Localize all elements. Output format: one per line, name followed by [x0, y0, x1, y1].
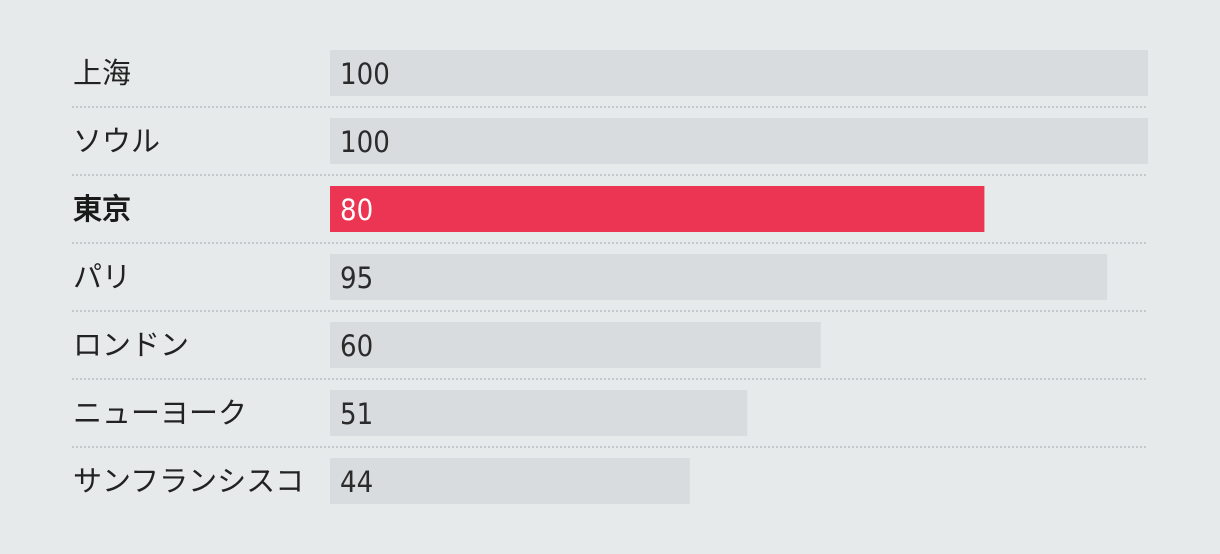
value-label: 100 — [340, 57, 390, 91]
category-label: サンフランシスコ — [73, 464, 304, 498]
category-label: パリ — [73, 260, 131, 294]
value-label: 95 — [340, 261, 373, 295]
value-label: 44 — [340, 465, 373, 499]
category-label: ソウル — [73, 124, 160, 158]
bar — [330, 458, 690, 504]
bar — [330, 322, 821, 368]
category-label: ニューヨーク — [73, 396, 247, 430]
bar — [330, 118, 1148, 164]
value-label: 100 — [340, 125, 390, 159]
bar — [330, 254, 1108, 300]
category-label: ロンドン — [73, 328, 189, 362]
value-label: 51 — [340, 397, 373, 431]
bar — [330, 50, 1148, 96]
value-label: 80 — [340, 193, 373, 227]
value-label: 60 — [340, 329, 373, 363]
bar-highlighted — [330, 186, 985, 232]
category-label: 上海 — [73, 56, 131, 90]
category-label: 東京 — [73, 192, 131, 226]
bar — [330, 390, 748, 436]
bars-group: 上海 100 ソウル 100 東京 80 パリ 95 ロンドン 60 ニューヨーク 51 サンフランシス… — [72, 50, 1148, 504]
